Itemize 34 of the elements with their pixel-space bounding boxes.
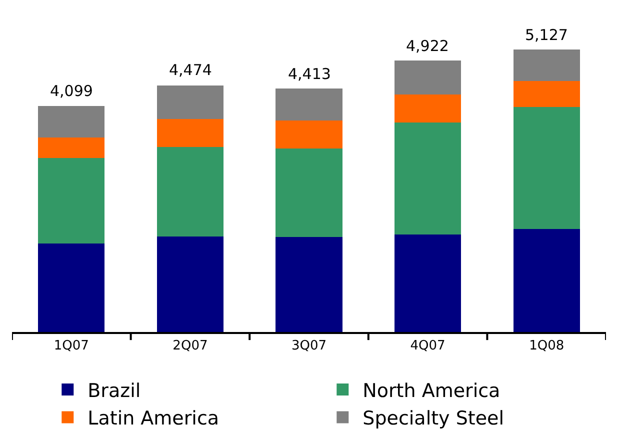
annotation: 4,413: [288, 65, 331, 83]
legend-label: North America: [362, 380, 500, 402]
x-tick-label: 3Q07: [291, 338, 327, 354]
bar: [394, 60, 462, 95]
bar: [394, 122, 462, 234]
bar: [38, 158, 105, 244]
x-tick-label: 1Q08: [529, 338, 564, 354]
bar: [156, 119, 224, 147]
bar: [156, 236, 224, 332]
annotation: 5,127: [525, 26, 568, 44]
bar: [38, 138, 105, 158]
bar: [513, 50, 580, 82]
bar: [394, 94, 462, 123]
bar: [276, 88, 342, 121]
bar: [513, 228, 580, 332]
bar: [156, 85, 224, 120]
bar: [156, 146, 224, 236]
legend-label: Brazil: [88, 380, 141, 402]
x-tick-label: 2Q07: [172, 338, 208, 354]
bar: [394, 234, 462, 332]
annotation: 4,099: [50, 82, 93, 100]
bar: [38, 106, 105, 138]
x-tick-label: 4Q07: [410, 338, 446, 354]
bar: [276, 120, 342, 149]
bar: [513, 81, 580, 108]
legend-label: Specialty Steel: [362, 408, 504, 430]
bar: [38, 244, 105, 332]
annotation: 4,922: [406, 37, 449, 55]
bar: [276, 237, 342, 332]
legend-label: Latin America: [88, 408, 220, 430]
bar: [276, 148, 342, 238]
x-tick-label: 1Q07: [54, 338, 89, 354]
bar: [513, 107, 580, 229]
annotation: 4,474: [169, 61, 212, 79]
